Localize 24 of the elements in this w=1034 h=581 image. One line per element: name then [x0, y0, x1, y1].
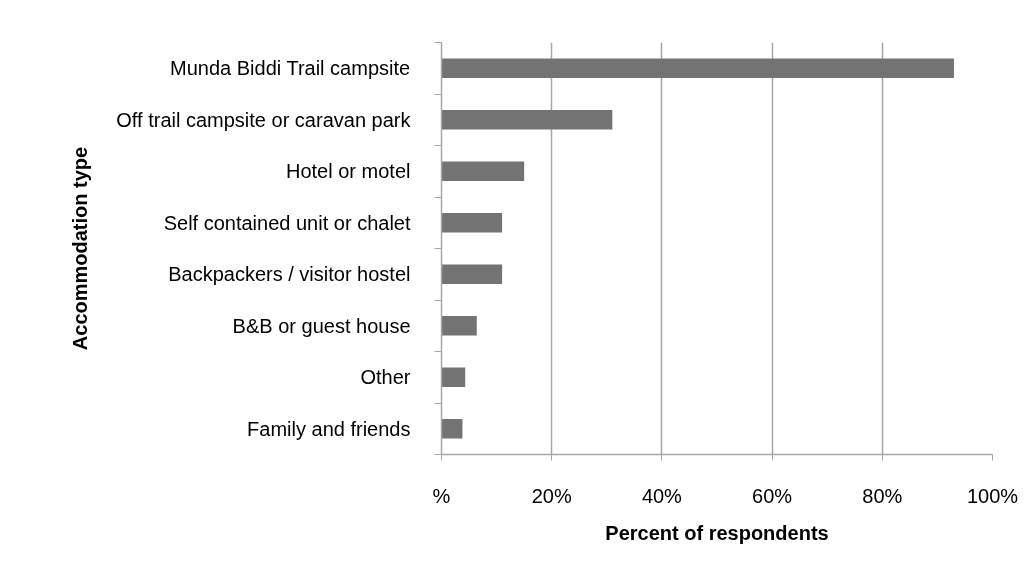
bar: [441, 315, 477, 336]
y-tick-label: Off trail campsite or caravan park: [116, 108, 412, 131]
x-tick-label: 100%: [966, 484, 1019, 507]
y-tick-label: Self contained unit or chalet: [163, 211, 411, 234]
bar: [441, 212, 503, 233]
x-tick-label: %: [432, 484, 451, 507]
x-tick-label: 20%: [531, 484, 572, 507]
y-tick-label: B&B or guest house: [232, 314, 411, 337]
bar: [441, 367, 466, 388]
y-tick-label: Munda Biddi Trail campsite: [170, 57, 411, 80]
bar: [441, 264, 503, 285]
y-tick-label: Family and friends: [247, 417, 411, 440]
bar: [441, 58, 954, 79]
y-tick-label: Hotel or motel: [286, 160, 411, 183]
bar: [441, 109, 613, 130]
y-tick-label: Other: [360, 366, 411, 389]
y-axis-title: Accommodation type: [69, 146, 92, 351]
x-axis-title: Percent of respondents: [605, 521, 829, 544]
x-tick-label: 60%: [752, 484, 793, 507]
x-tick-label: 40%: [641, 484, 683, 507]
x-tick-label: 80%: [862, 484, 903, 507]
y-tick-label: Backpackers / visitor hostel: [168, 263, 411, 286]
bar: [441, 418, 463, 439]
bar: [441, 161, 525, 182]
